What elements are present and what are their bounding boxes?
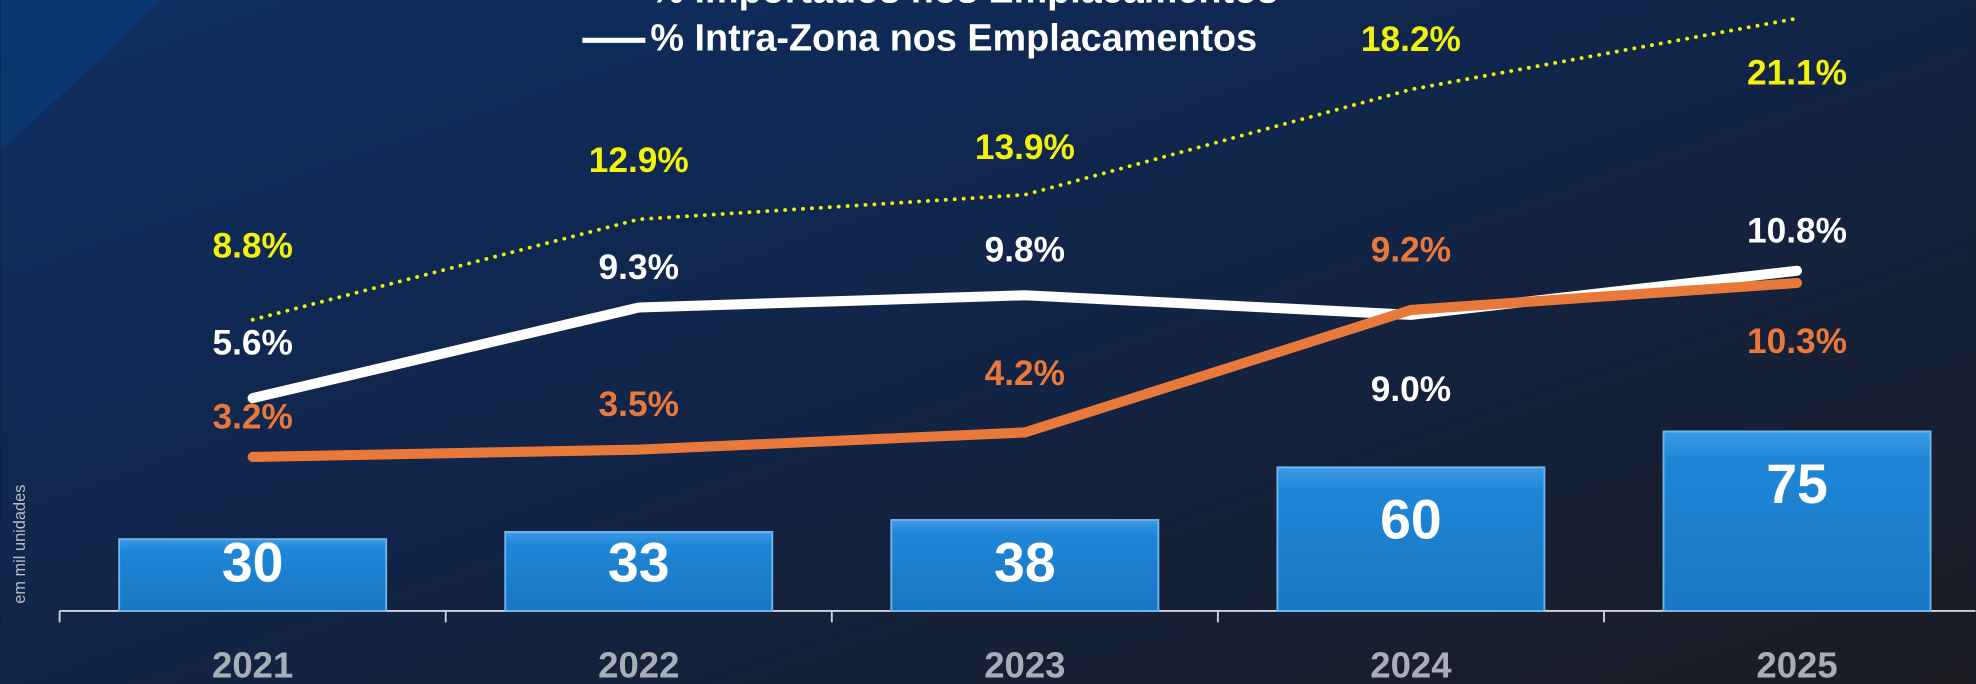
x-tick-label: 2023 bbox=[984, 644, 1065, 684]
data-label: 4.2% bbox=[985, 354, 1065, 393]
data-label: 10.3% bbox=[1747, 322, 1847, 361]
bar bbox=[504, 531, 774, 612]
x-tick-label: 2024 bbox=[1370, 644, 1452, 684]
x-tick-label: 2025 bbox=[1756, 644, 1837, 684]
line-series bbox=[250, 16, 1799, 322]
corner-shade bbox=[0, 0, 165, 152]
data-label: 9.3% bbox=[599, 248, 679, 287]
bar bbox=[118, 538, 388, 612]
bar bbox=[1276, 466, 1546, 612]
data-label: 9.2% bbox=[1371, 230, 1451, 269]
data-label: 13.9% bbox=[975, 128, 1075, 167]
bar-value-label: 38 bbox=[994, 531, 1056, 593]
legend-label: % Intra-Zona nos Emplacamentos bbox=[650, 17, 1257, 59]
bar-value-label: 60 bbox=[1380, 489, 1442, 551]
legend-label: % Importados nos Emplacamentos bbox=[650, 0, 1278, 11]
data-label: 9.0% bbox=[1371, 370, 1451, 409]
x-tick-label: 2022 bbox=[598, 644, 679, 684]
bar-value-label: 30 bbox=[222, 531, 284, 593]
data-label: 8.8% bbox=[212, 226, 292, 265]
bar-value-label: 75 bbox=[1766, 453, 1828, 515]
bar bbox=[1662, 430, 1932, 612]
data-label: 3.5% bbox=[599, 385, 679, 424]
data-label: 9.8% bbox=[985, 231, 1065, 270]
x-tick-label: 2021 bbox=[212, 644, 293, 684]
data-label: 3.2% bbox=[212, 397, 292, 436]
bar bbox=[890, 519, 1160, 612]
bar-value-label: 33 bbox=[608, 531, 670, 593]
data-label: 10.8% bbox=[1747, 211, 1847, 250]
data-label: 5.6% bbox=[212, 324, 292, 363]
data-label: 18.2% bbox=[1361, 20, 1461, 59]
data-label: 12.9% bbox=[589, 141, 689, 180]
data-label: 21.1% bbox=[1747, 53, 1847, 92]
y-axis-label: em mil unidades bbox=[11, 485, 29, 604]
line-series bbox=[247, 277, 1803, 462]
